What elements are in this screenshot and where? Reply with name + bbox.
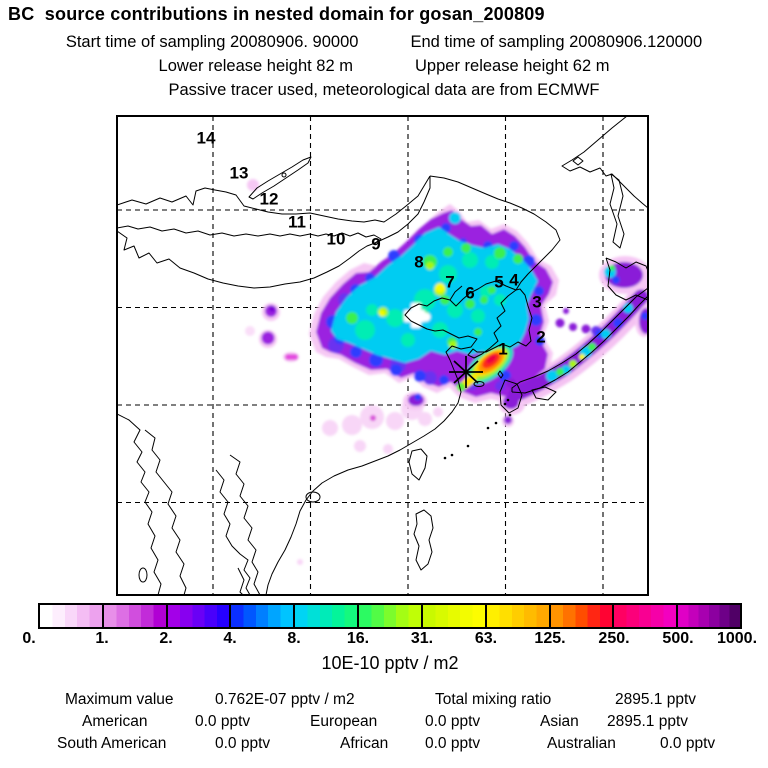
stats-line-continents-1: American 0.0 pptv European 0.0 pptv Asian 289… <box>0 713 768 731</box>
colorbar-segment <box>357 605 421 627</box>
region-label-11: 11 <box>288 213 306 232</box>
tracer-note-text: Passive tracer used, meteorological data… <box>168 81 600 99</box>
colorbar-segment <box>548 605 613 627</box>
region-label-4: 4 <box>509 271 519 290</box>
colorbar-unit-label: 10E-10 pptv / m2 <box>321 653 459 673</box>
region-label-5: 5 <box>494 273 503 292</box>
colorbar-tick: 250. <box>598 630 630 647</box>
sampling-times-line: Start time of sampling 20080906. 90000 E… <box>0 33 768 52</box>
region-label-3: 3 <box>532 293 541 312</box>
gosan-station-marker <box>449 356 483 388</box>
region-label-6: 6 <box>465 284 474 303</box>
colorbar-tick: 125. <box>534 630 566 647</box>
map-frame <box>116 115 649 596</box>
colorbar-segment <box>165 605 230 627</box>
colorbar-segment <box>293 605 358 627</box>
lower-release-text: Lower release height 82 m <box>158 57 353 75</box>
colorbar-tick: 16. <box>346 630 370 647</box>
colorbar-tick: 4. <box>223 630 237 647</box>
colorbar-tick: 500. <box>662 630 694 647</box>
upper-release-text: Upper release height 62 m <box>415 57 610 75</box>
region-label-7: 7 <box>445 273 454 292</box>
region-label-1: 1 <box>498 340 507 359</box>
region-label-12: 12 <box>260 190 279 209</box>
stat-label: Australian <box>547 735 616 752</box>
stat-value: 0.0 pptv <box>425 713 481 730</box>
stats-line-max-total: Maximum value 0.762E-07 pptv / m2 Total mi… <box>0 691 768 709</box>
hotspot-korea-strait <box>456 344 516 392</box>
colorbar-segment <box>612 605 677 627</box>
colorbar-tick: 1000. <box>716 630 758 647</box>
colorbar-segment <box>229 605 294 627</box>
colorbar-tick: 8. <box>287 630 301 647</box>
stat-value: 0.762E-07 pptv / m2 <box>215 691 355 708</box>
stat-label: Asian <box>540 713 579 730</box>
region-label-8: 8 <box>414 253 423 272</box>
colorbar-tick: 0. <box>22 630 36 647</box>
stat-label: African <box>340 735 389 752</box>
stat-label: South American <box>57 735 167 752</box>
region-label-2: 2 <box>536 328 545 347</box>
colorbar-tick: 2. <box>159 630 173 647</box>
stat-label: European <box>310 713 378 730</box>
concentration-field <box>245 179 648 565</box>
release-heights-line: Lower release height 82 m Upper release … <box>0 57 768 76</box>
region-label-13: 13 <box>230 164 249 183</box>
colorbar-tick: 1. <box>95 630 109 647</box>
stat-value: 2895.1 pptv <box>615 691 697 708</box>
region-label-14: 14 <box>197 129 216 148</box>
plot-title: BC source contributions in nested domain… <box>8 4 545 24</box>
region-label-10: 10 <box>327 230 346 249</box>
stat-value: 0.0 pptv <box>215 735 271 752</box>
end-time-text: End time of sampling 20080906.120000 <box>410 33 703 51</box>
colorbar-segment <box>676 605 740 627</box>
colorbar-segment <box>101 605 166 627</box>
stat-value: 0.0 pptv <box>425 735 481 752</box>
stat-value: 0.0 pptv <box>660 735 716 752</box>
stats-line-continents-2: South American 0.0 pptv African 0.0 pptv Aus… <box>0 735 768 753</box>
colorbar-segment <box>40 605 102 627</box>
coastlines <box>117 116 648 595</box>
colorbar-tick: 31. <box>410 630 434 647</box>
region-label-9: 9 <box>371 235 380 254</box>
stat-label: American <box>82 713 148 730</box>
tracer-note-line: Passive tracer used, meteorological data… <box>0 81 768 100</box>
colorbar-segment <box>484 605 549 627</box>
stat-value: 2895.1 pptv <box>607 713 689 730</box>
stat-value: 0.0 pptv <box>195 713 251 730</box>
colorbar-segment <box>420 605 485 627</box>
stat-label: Maximum value <box>65 691 174 708</box>
colorbar <box>38 603 742 629</box>
start-time-text: Start time of sampling 20080906. 90000 <box>65 33 359 51</box>
ryukyu-islands <box>443 398 512 460</box>
colorbar-tick: 63. <box>474 630 498 647</box>
stat-label: Total mixing ratio <box>435 691 552 708</box>
